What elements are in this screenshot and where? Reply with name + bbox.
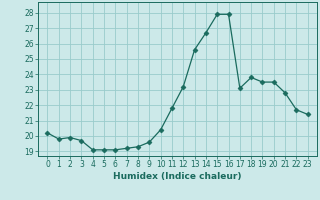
X-axis label: Humidex (Indice chaleur): Humidex (Indice chaleur) (113, 172, 242, 181)
